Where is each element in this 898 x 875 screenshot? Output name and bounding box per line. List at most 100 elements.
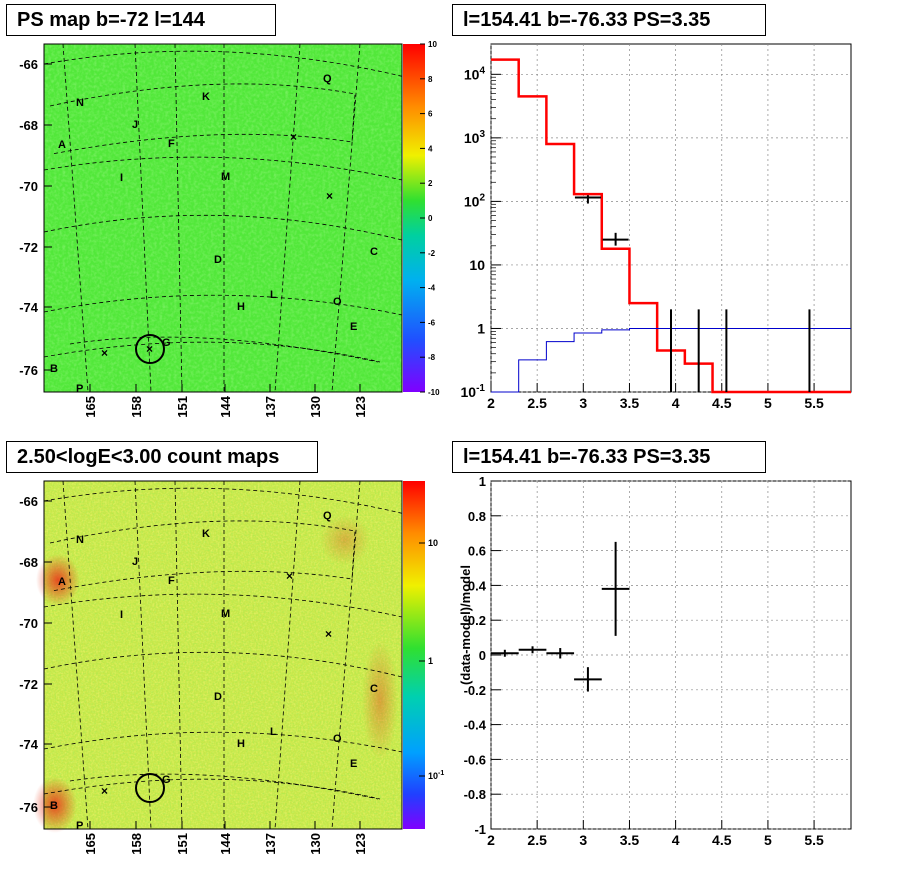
region-label-j: J (132, 556, 138, 568)
map-x-tick-label: 158 (129, 833, 144, 855)
map-x-tick-label: 151 (175, 396, 190, 418)
map-x-tick-label: 137 (263, 396, 278, 418)
map-latitude-line (43, 731, 403, 753)
map-latitude-line (43, 593, 403, 618)
ps-map-grid (43, 43, 406, 393)
residual-y-tick-label: -0.6 (464, 752, 486, 767)
count-cross-marker: × (101, 784, 108, 798)
residual-y-label: (data-model)/model (458, 565, 473, 685)
region-label-a: A (58, 576, 66, 588)
residual-y-tick-label: 0.2 (468, 613, 486, 628)
region-label-p: P (76, 383, 83, 395)
map-latitude-line (43, 294, 403, 316)
map-latitude-line (43, 778, 381, 800)
residual-x-tick-label: 4 (672, 832, 680, 848)
count-hotspot (362, 640, 398, 760)
region-label-q: Q (323, 73, 332, 85)
map-x-tick-label: 151 (175, 833, 190, 855)
residual-x-tick-label: 4.5 (712, 832, 732, 848)
ps-colorbar-tick-label: -10 (428, 388, 440, 397)
count-hotspot (320, 515, 370, 565)
map-longitude-line (274, 480, 301, 830)
residual-y-tick-label: 1 (479, 474, 486, 489)
count-colorbar-ticks: 10 1 10-1 (419, 538, 444, 781)
region-label-g: G (162, 337, 171, 349)
count-colorbar-tick-label: 10 (428, 538, 438, 548)
ps-map-panel: N K Q J A F I M C D L H O E G B P × × × × 10 8 6 4 2 0 -2 -4 -6 -… (19, 40, 440, 418)
ps-colorbar-tick-label: 10 (428, 40, 437, 49)
map-x-tick-label: 123 (353, 396, 368, 418)
map-x-tick-label: 165 (83, 833, 98, 855)
spectrum-y-tick-label: 103 (464, 129, 486, 146)
map-latitude-line (43, 156, 403, 181)
spectrum-x-tick-label: 2.5 (527, 395, 547, 411)
ps-colorbar-tick-label: -4 (428, 284, 436, 293)
map-x-tick-label: 144 (218, 832, 233, 854)
map-latitude-line (43, 651, 403, 678)
region-label-a: A (58, 139, 66, 151)
ps-cross-marker: × (101, 346, 108, 360)
region-label-p: P (76, 820, 83, 832)
count-map-region-labels: N K Q J A F I M C D L H O E G B P (50, 510, 378, 832)
spectrum-x-tick-label: 4.5 (712, 395, 732, 411)
region-label-k: K (202, 91, 210, 103)
spectrum-x-tick-label: 5.5 (804, 395, 824, 411)
map-y-tick-label: -72 (19, 677, 38, 692)
map-longitude-line (134, 480, 152, 830)
region-label-o: O (333, 733, 342, 745)
residual-points (491, 541, 630, 692)
residual-x-tick-label: 2.5 (527, 832, 547, 848)
spectrum-title: l=154.41 b=-76.33 PS=3.35 (452, 4, 766, 36)
ps-colorbar-tick-label: 4 (428, 144, 433, 153)
residual-y-tick-label: -0.2 (464, 683, 486, 698)
map-y-tick-label: -66 (19, 494, 38, 509)
ps-map-frame (43, 43, 403, 393)
residual-x-tick-label: 3.5 (620, 832, 640, 848)
residual-panel: 2 2.5 3 3.5 4 4.5 5 5.5 1 0.8 0.6 0.4 0.2 0 -0.2 -0.4 -0… (458, 474, 852, 848)
count-map-frame (43, 480, 403, 830)
map-y-tick-label: -68 (19, 555, 38, 570)
region-label-h: H (237, 738, 245, 750)
ps-cross-marker: × (290, 130, 297, 144)
region-label-n: N (76, 97, 84, 109)
map-y-tick-label: -76 (19, 800, 38, 815)
region-label-m: M (221, 608, 230, 620)
spectrum-x-tick-label: 3.5 (620, 395, 640, 411)
region-label-b: B (50, 363, 58, 375)
region-label-m: M (221, 171, 230, 183)
spectrum-x-tick-label: 5 (764, 395, 772, 411)
ps-map-region-labels: N K Q J A F I M C D L H O E G B P (50, 73, 378, 395)
region-label-i: I (120, 172, 123, 184)
map-x-tick-label: 130 (308, 833, 323, 855)
map-longitude-line (331, 480, 361, 830)
map-region-outline (49, 83, 356, 155)
ps-map-y-ticks: -66 -68 -70 -72 -74 -76 (19, 57, 52, 378)
ps-colorbar-tick-label: 2 (428, 179, 433, 188)
map-longitude-line (174, 480, 183, 830)
count-colorbar-tick-label: 1 (428, 656, 433, 666)
map-longitude-line (134, 43, 152, 393)
ps-map-title: PS map b=-72 l=144 (6, 4, 276, 36)
region-label-b: B (50, 800, 58, 812)
count-source-circle (135, 773, 165, 803)
map-longitude-line (174, 43, 183, 393)
spectrum-series (491, 58, 851, 394)
region-label-o: O (333, 296, 342, 308)
region-label-f: F (168, 575, 175, 587)
residual-x-tick-label: 2 (487, 832, 495, 848)
region-label-e: E (350, 758, 357, 770)
residual-title: l=154.41 b=-76.33 PS=3.35 (452, 441, 766, 473)
map-region-outline (69, 336, 379, 363)
ps-map-texture (44, 44, 402, 392)
ps-colorbar-tick-label: -8 (428, 353, 436, 362)
map-y-tick-label: -74 (19, 737, 39, 752)
map-x-tick-label: 123 (353, 833, 368, 855)
region-label-j: J (132, 119, 138, 131)
ps-colorbar-tick-label: 6 (428, 110, 433, 119)
map-region-outline (49, 520, 356, 592)
count-map-y-ticks: -66 -68 -70 -72 -74 -76 (19, 494, 52, 815)
ps-cross-marker: × (146, 342, 153, 356)
ps-cross-marker: × (326, 189, 333, 203)
